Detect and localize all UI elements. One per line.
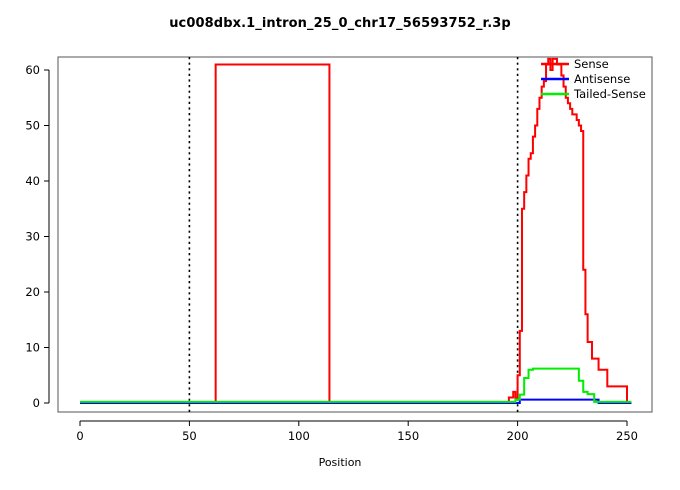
legend-label-tailed-sense: Tailed-Sense	[573, 87, 646, 101]
x-tick-label: 0	[76, 429, 83, 443]
x-tick-label: 150	[397, 429, 419, 443]
series-layer	[80, 57, 632, 404]
x-tick-label: 250	[616, 429, 638, 443]
y-tick-label: 30	[25, 230, 40, 244]
axis-layer: 0 50 100 150 200 250 0 10 20 30 40 50 60	[25, 56, 653, 443]
series-line-sense	[80, 57, 632, 404]
chart-title: uc008dbx.1_intron_25_0_chr17_56593752_r.…	[169, 16, 511, 31]
plot-box	[57, 56, 653, 413]
y-tick-label: 60	[25, 63, 40, 77]
series-line-antisense	[80, 398, 632, 404]
y-tick-label: 0	[33, 396, 40, 410]
x-tick-label: 200	[507, 429, 529, 443]
x-axis-title: Position	[318, 456, 362, 469]
annotation-vlines	[188, 57, 519, 412]
x-tick-label: 50	[182, 429, 197, 443]
y-tick-label: 20	[25, 285, 40, 299]
y-tick-label: 10	[25, 341, 40, 355]
legend-label-sense: Sense	[574, 57, 609, 71]
legend-label-antisense: Antisense	[574, 72, 630, 86]
x-tick-label: 100	[288, 429, 310, 443]
series-line-tailed-sense	[80, 367, 632, 403]
y-tick-label: 40	[25, 174, 40, 188]
y-tick-label: 50	[25, 119, 40, 133]
